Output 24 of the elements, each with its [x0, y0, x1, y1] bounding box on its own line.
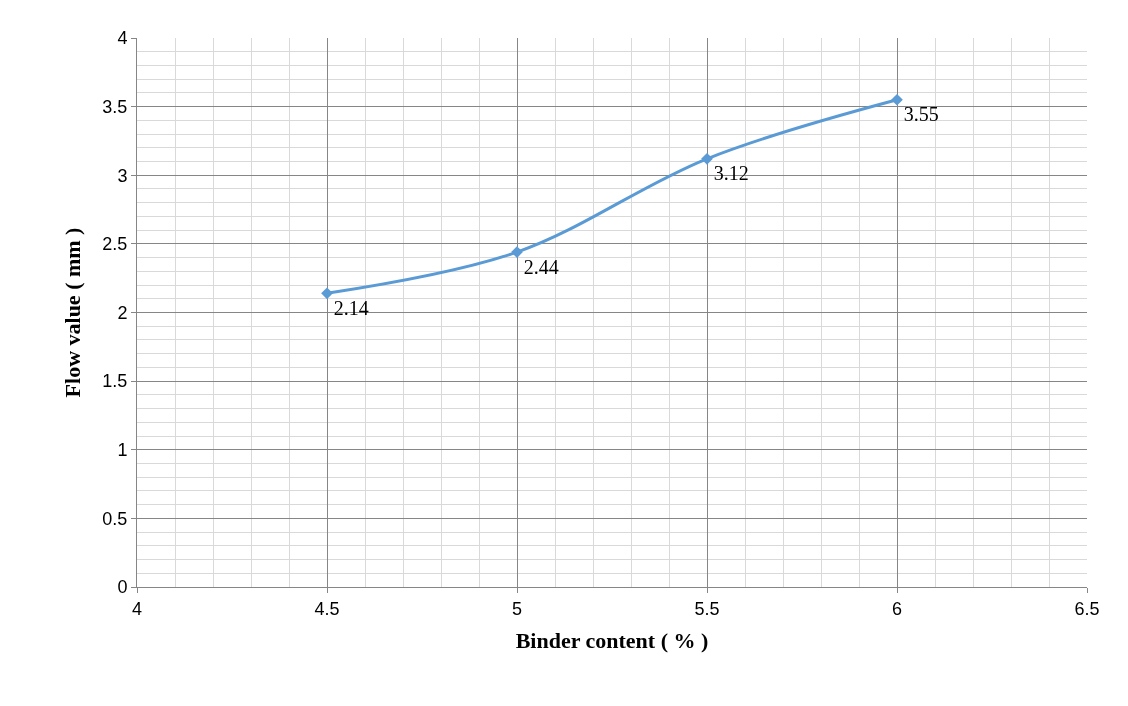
x-tick-label: 5 [511, 598, 523, 619]
data-label: 3.55 [903, 103, 939, 126]
y-tick-label: 0 [117, 577, 128, 598]
y-tick-label: 4 [117, 28, 128, 49]
x-tick-label: 6.5 [1074, 598, 1100, 619]
point [701, 152, 713, 165]
x-tick-label: 5.5 [694, 598, 720, 619]
y-tick-label: 1 [117, 440, 128, 461]
data-label: 2.14 [333, 296, 369, 319]
y-tick-label: 1.5 [102, 371, 128, 392]
y-tick-label: 3.5 [102, 96, 128, 117]
y-tick-label: 0.5 [102, 508, 128, 529]
y-tick-label: 3 [117, 165, 128, 186]
y-tick-label: 2 [117, 302, 128, 323]
data-label: 3.12 [713, 162, 749, 185]
data-label: 2.44 [523, 255, 559, 278]
x-tick-label: 6 [891, 598, 903, 619]
x-axis-title: Binder content ( % ) [515, 628, 709, 654]
x-tick-label: 4.5 [314, 598, 340, 619]
y-tick-label: 2.5 [102, 234, 128, 255]
point [891, 93, 903, 106]
point [321, 287, 333, 300]
x-tick-label: 4 [131, 598, 143, 619]
y-axis-title: Flow value ( mm ) [60, 227, 86, 398]
